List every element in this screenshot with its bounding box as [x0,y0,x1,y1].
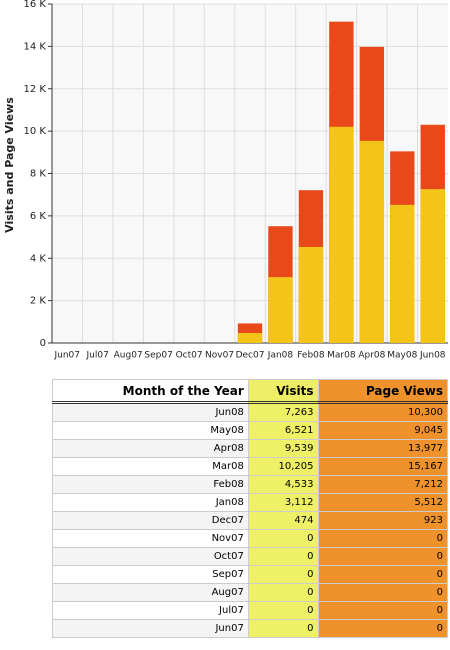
table-cell: 0 [247,565,319,584]
header-cell: Visits [247,379,319,404]
table-cell: 0 [317,547,449,566]
table-cell: Sep07 [52,565,249,584]
table-cell: 0 [247,529,319,548]
table-cell: 7,263 [247,402,319,422]
bar [268,277,293,343]
table-cell: 0 [247,583,319,602]
y-tick-label: 4 K [30,253,47,264]
x-tick-label: Apr08 [358,351,385,361]
x-tick-label: May08 [387,351,417,361]
table-row: Feb08 4,533 7,212 [52,475,449,494]
y-tick-label: 16 K [24,0,47,10]
table-cell: 10,300 [317,402,449,422]
table-cell: 9,045 [317,421,449,440]
table-cell: 0 [317,565,449,584]
table-cell: Nov07 [52,529,249,548]
table-cell: Oct07 [52,547,249,566]
x-tick-label: Nov07 [205,351,234,361]
x-tick-label: Jun08 [419,351,446,361]
header-cell: Month of the Year [52,379,249,404]
table-row: Aug07 0 0 [52,583,449,602]
table-cell: 13,977 [317,439,449,458]
table-cell: 0 [317,601,449,620]
table-cell: 474 [247,511,319,530]
table-cell: 4,533 [247,475,319,494]
bar [420,189,445,343]
table-cell: 7,212 [317,475,449,494]
y-tick-label: 2 K [30,296,47,307]
table-cell: Aug07 [52,583,249,602]
y-axis-label: Visits and Page Views [3,97,16,233]
table-cell: Mar08 [52,457,249,476]
table-cell: 15,167 [317,457,449,476]
table-cell: 6,521 [247,421,319,440]
table-row: May08 6,521 9,045 [52,421,449,440]
x-tick-label: Dec07 [236,351,265,361]
x-tick-label: Feb08 [297,351,325,361]
y-tick-label: 14 K [24,41,47,52]
y-tick-label: 6 K [30,211,47,222]
bar [329,126,354,344]
table-cell: 3,112 [247,493,319,512]
y-tick-label: 0 [40,338,46,349]
table-cell: 0 [247,547,319,566]
table-row: Sep07 0 0 [52,565,449,584]
header-row: Month of the Year Visits Page Views [52,379,449,404]
bar [390,204,415,343]
table-cell: Apr08 [52,439,249,458]
x-tick-label: Jun07 [53,351,80,361]
bar [359,140,385,343]
table-cell: Jun07 [52,619,249,638]
chart: Visits and Page Views 0 2 K 4 K 6 K 8 K 10 K 1… [3,0,448,361]
table-cell: May08 [52,421,249,440]
table-row: Jun08 7,263 10,300 [52,402,449,422]
y-tick-label: 10 K [24,126,47,137]
table-cell: Jan08 [52,493,249,512]
table-cell: 0 [317,583,449,602]
x-tick-label: Jan08 [267,351,294,361]
table-row: Mar08 10,205 15,167 [52,457,449,476]
table-row: Jun07 0 0 [52,619,449,638]
header-cell: Page Views [317,379,449,404]
table-row: Dec07 474 923 [52,511,449,530]
table-cell: Jul07 [52,601,249,620]
y-tick-label: 8 K [30,169,47,180]
table-row: Jan08 3,112 5,512 [52,493,449,512]
table-cell: 923 [317,511,449,530]
table-cell: 0 [317,529,449,548]
table-cell: 0 [317,619,449,638]
table-cell: 0 [247,601,319,620]
bar [298,246,324,343]
table-cell: 10,205 [247,457,319,476]
x-tick-label: Sep07 [144,351,172,361]
y-tick-label: 12 K [24,84,47,95]
x-tick-label: Aug07 [114,351,143,361]
table-row: Apr08 9,539 13,977 [52,439,449,458]
table-cell: Feb08 [52,475,249,494]
x-tick-label: Jul07 [86,351,109,361]
x-tick-label: Oct07 [176,351,203,361]
x-tick-label: Mar08 [327,351,356,361]
table-cell: 5,512 [317,493,449,512]
bar [237,332,263,343]
table-cell: 9,539 [247,439,319,458]
table-row: Jul07 0 0 [52,601,449,620]
table-cell: 0 [247,619,319,638]
table-row: Oct07 0 0 [52,547,449,566]
table-cell: Dec07 [52,511,249,530]
table-cell: Jun08 [52,402,249,422]
data-table: Month of the Year Visits Page Views Jun08 7,… [52,379,449,638]
table-row: Nov07 0 0 [52,529,449,548]
